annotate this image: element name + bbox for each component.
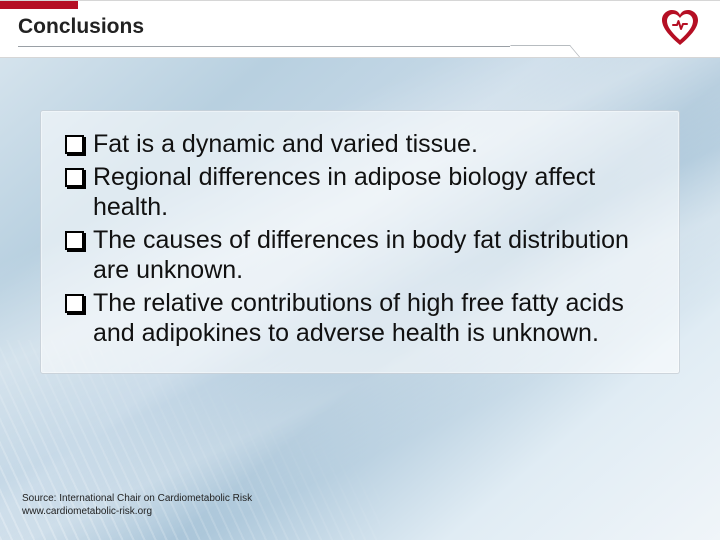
accent-tab [0, 1, 78, 9]
list-item: The causes of differences in body fat di… [63, 225, 657, 286]
list-item: Fat is a dynamic and varied tissue. [63, 129, 657, 160]
slide: Conclusions Fat is a dynamic and varied … [0, 0, 720, 540]
title-underline [18, 46, 510, 47]
page-title: Conclusions [18, 15, 144, 39]
source-line-1: Source: International Chair on Cardiomet… [22, 492, 252, 505]
header: Conclusions [0, 0, 720, 58]
bullet-text: Fat is a dynamic and varied tissue. [93, 130, 478, 158]
bullet-list: Fat is a dynamic and varied tissue. Regi… [63, 129, 657, 349]
source-line-2: www.cardiometabolic-risk.org [22, 505, 252, 518]
content-card: Fat is a dynamic and varied tissue. Regi… [40, 110, 680, 374]
list-item: The relative contributions of high free … [63, 288, 657, 349]
bullet-text: The relative contributions of high free … [93, 289, 624, 348]
source-citation: Source: International Chair on Cardiomet… [22, 492, 252, 518]
heart-logo-icon [658, 7, 702, 51]
bullet-text: The causes of differences in body fat di… [93, 226, 629, 285]
title-underline-tail [510, 45, 580, 57]
bullet-text: Regional differences in adipose biology … [93, 163, 595, 222]
list-item: Regional differences in adipose biology … [63, 162, 657, 223]
